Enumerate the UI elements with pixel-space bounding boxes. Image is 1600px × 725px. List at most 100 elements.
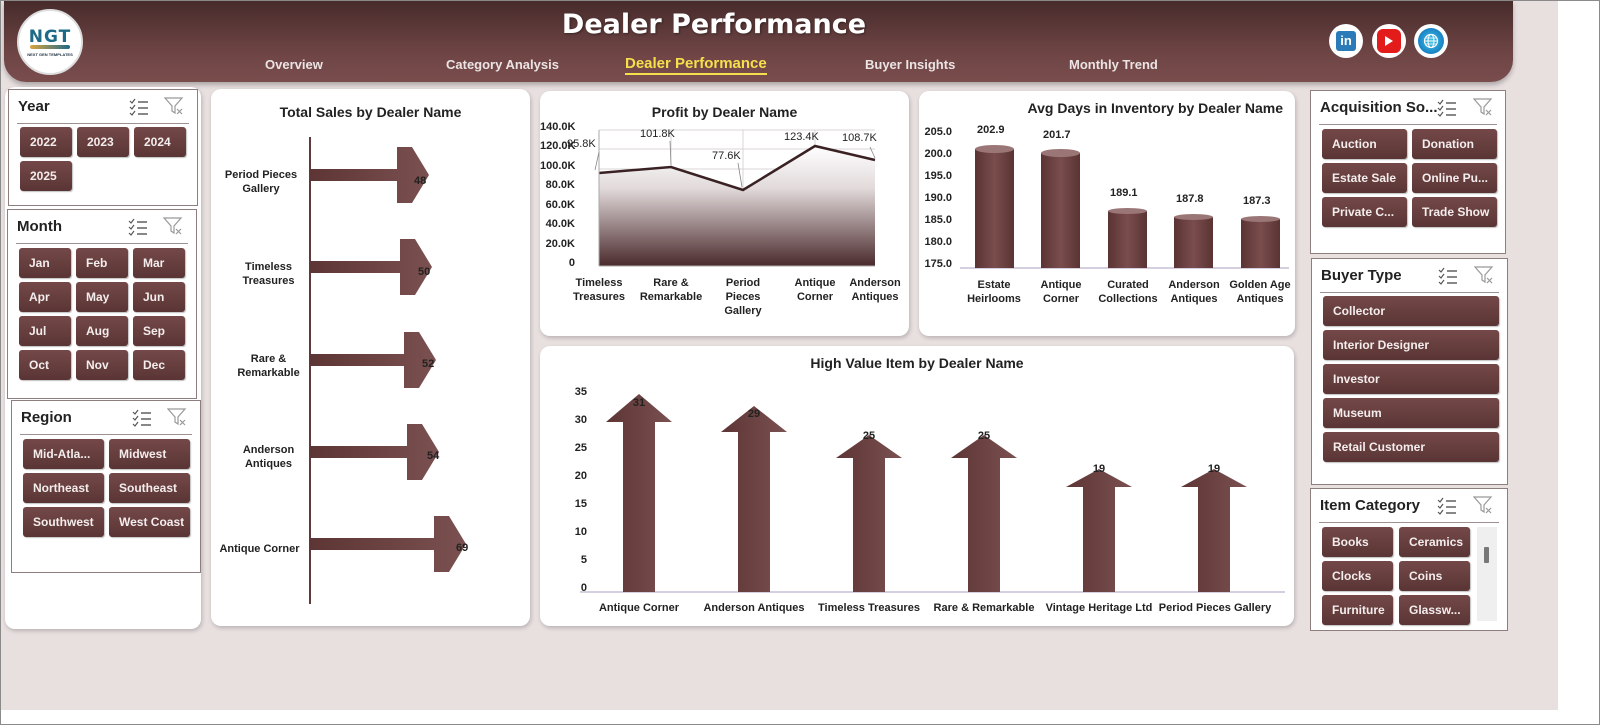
divider: [17, 123, 189, 124]
y-tick: 20: [574, 470, 587, 482]
slicer-item-ceramics[interactable]: Ceramics: [1399, 527, 1470, 557]
slicer-item-southeast[interactable]: Southeast: [109, 473, 190, 503]
clear-filter-icon[interactable]: [163, 216, 183, 236]
tab-dealer-performance[interactable]: Dealer Performance: [625, 55, 767, 75]
x-label: Golden Age Antiques: [1229, 279, 1291, 305]
data-label: 69: [456, 542, 469, 554]
x-label: Rare & Remarkable: [639, 277, 703, 303]
slicer-item-glassware[interactable]: Glassw...: [1399, 595, 1470, 625]
slicer-item-museum[interactable]: Museum: [1323, 398, 1499, 428]
slicer-item-auction[interactable]: Auction: [1322, 129, 1407, 159]
slicer-item-2024[interactable]: 2024: [134, 127, 186, 157]
slicer-item-donation[interactable]: Donation: [1412, 129, 1497, 159]
multi-select-icon[interactable]: [129, 98, 149, 116]
high-value-item-chart: High Value Item by Dealer Name 35 30 25 …: [540, 346, 1294, 626]
multi-select-icon[interactable]: [132, 409, 152, 427]
chart-title: Total Sales by Dealer Name: [279, 104, 462, 120]
website-button[interactable]: [1414, 24, 1448, 58]
multi-select-icon[interactable]: [128, 218, 148, 236]
year-slicer: Year 2022 2023 2024 2025: [8, 89, 198, 206]
slicer-item-investor[interactable]: Investor: [1323, 364, 1499, 394]
slicer-item-may[interactable]: May: [76, 282, 128, 312]
data-label: 29: [747, 408, 761, 420]
y-tick: 195.0: [924, 170, 952, 182]
youtube-button[interactable]: [1372, 24, 1406, 58]
clear-filter-icon[interactable]: [1474, 265, 1494, 285]
data-label: 201.7: [1043, 129, 1071, 141]
slicer-item-west-coast[interactable]: West Coast: [109, 507, 190, 537]
slicer-item-coins[interactable]: Coins: [1399, 561, 1470, 591]
tab-buyer-insights[interactable]: Buyer Insights: [865, 57, 956, 72]
y-tick: 0: [580, 582, 587, 594]
scrollbar-thumb[interactable]: [1484, 547, 1489, 563]
slicer-item-2025[interactable]: 2025: [20, 161, 72, 191]
clear-filter-icon[interactable]: [1473, 495, 1493, 515]
slicer-item-mar[interactable]: Mar: [133, 248, 185, 278]
logo-text: NGT: [28, 27, 72, 47]
item-category-slicer-title: Item Category: [1320, 497, 1421, 514]
clear-filter-icon[interactable]: [1473, 97, 1493, 117]
ngt-logo[interactable]: NGT NEXT GEN TEMPLATES: [17, 9, 83, 75]
slicer-scrollbar[interactable]: [1477, 527, 1497, 621]
data-label: 25: [977, 430, 991, 442]
slicer-item-trade-show[interactable]: Trade Show: [1412, 197, 1497, 227]
slicer-item-jan[interactable]: Jan: [19, 248, 71, 278]
data-label: 108.7K: [842, 132, 877, 144]
slicer-item-apr[interactable]: Apr: [19, 282, 71, 312]
slicer-item-nov[interactable]: Nov: [76, 350, 128, 380]
y-tick: 0: [568, 257, 575, 269]
slicer-item-private-collection[interactable]: Private C...: [1322, 197, 1407, 227]
slicer-item-books[interactable]: Books: [1322, 527, 1393, 557]
multi-select-icon[interactable]: [1438, 267, 1458, 285]
data-label: 52: [422, 358, 435, 370]
x-label: Estate Heirlooms: [967, 279, 1021, 305]
data-label: 101.8K: [640, 128, 675, 140]
region-slicer-title: Region: [21, 409, 72, 426]
slicer-item-oct[interactable]: Oct: [19, 350, 71, 380]
chart-title: High Value Item by Dealer Name: [810, 355, 1024, 371]
tab-monthly-trend[interactable]: Monthly Trend: [1069, 57, 1158, 72]
chart-title: Avg Days in Inventory by Dealer Name: [1027, 100, 1283, 116]
linkedin-icon: in: [1336, 31, 1356, 51]
slicer-item-clocks[interactable]: Clocks: [1322, 561, 1393, 591]
slicer-item-online-purchase[interactable]: Online Pu...: [1412, 163, 1497, 193]
x-label: Period Pieces Gallery: [1158, 602, 1272, 614]
multi-select-icon[interactable]: [1437, 99, 1457, 117]
clear-filter-icon[interactable]: [167, 407, 187, 427]
slicer-item-furniture[interactable]: Furniture: [1322, 595, 1393, 625]
slicer-item-2023[interactable]: 2023: [77, 127, 129, 157]
slicer-item-jun[interactable]: Jun: [133, 282, 185, 312]
slicer-item-interior-designer[interactable]: Interior Designer: [1323, 330, 1499, 360]
multi-select-icon[interactable]: [1437, 497, 1457, 515]
slicer-item-dec[interactable]: Dec: [133, 350, 185, 380]
category-label: Anderson Antiques: [242, 444, 295, 470]
y-tick: 30: [574, 414, 587, 426]
data-label: 123.4K: [784, 131, 819, 143]
tab-category-analysis[interactable]: Category Analysis: [446, 57, 559, 72]
category-label: Period Pieces Gallery: [224, 169, 298, 195]
x-label: Period Pieces Gallery: [724, 277, 762, 317]
x-label: Antique Corner: [1040, 279, 1082, 305]
y-tick: 15: [574, 498, 587, 510]
x-label: Antique Corner: [794, 277, 836, 303]
y-tick: 190.0: [924, 192, 952, 204]
slicer-item-midwest[interactable]: Midwest: [109, 439, 190, 469]
y-tick: 205.0: [924, 126, 952, 138]
data-label: 19: [1092, 463, 1106, 475]
slicer-item-aug[interactable]: Aug: [76, 316, 128, 346]
slicer-item-estate-sale[interactable]: Estate Sale: [1322, 163, 1407, 193]
slicer-item-mid-atlantic[interactable]: Mid-Atla...: [23, 439, 104, 469]
slicer-item-feb[interactable]: Feb: [76, 248, 128, 278]
slicer-item-collector[interactable]: Collector: [1323, 296, 1499, 326]
data-label: 187.3: [1243, 195, 1271, 207]
slicer-item-sep[interactable]: Sep: [133, 316, 185, 346]
tab-overview[interactable]: Overview: [265, 57, 323, 72]
clear-filter-icon[interactable]: [164, 96, 184, 116]
slicer-item-2022[interactable]: 2022: [20, 127, 72, 157]
slicer-item-retail-customer[interactable]: Retail Customer: [1323, 432, 1499, 462]
logo-subtext: NEXT GEN TEMPLATES: [27, 52, 73, 57]
linkedin-button[interactable]: in: [1329, 24, 1363, 58]
slicer-item-northeast[interactable]: Northeast: [23, 473, 104, 503]
slicer-item-jul[interactable]: Jul: [19, 316, 71, 346]
slicer-item-southwest[interactable]: Southwest: [23, 507, 104, 537]
